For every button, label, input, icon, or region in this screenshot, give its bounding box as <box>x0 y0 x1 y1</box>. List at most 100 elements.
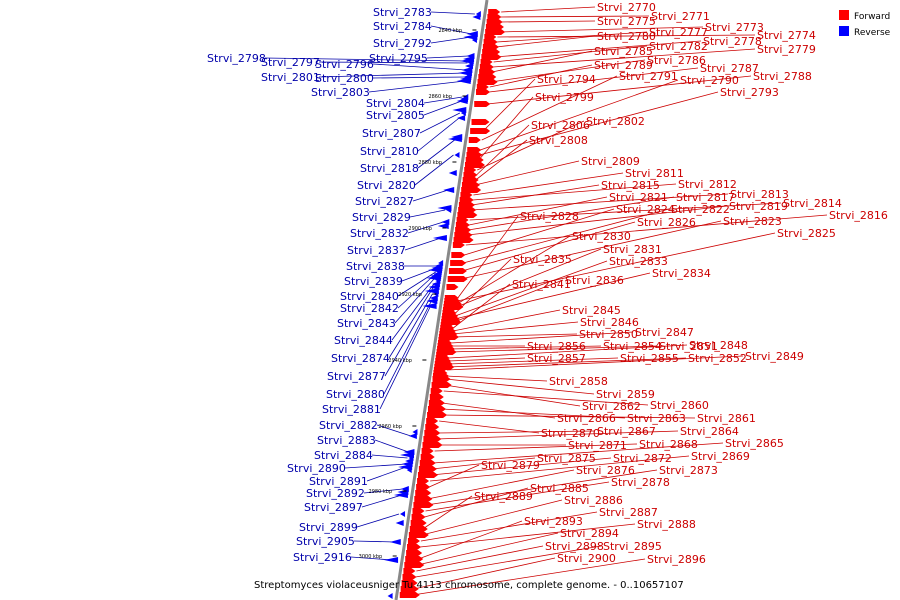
reverse-gene-label[interactable]: Strvi_2882 <box>319 419 378 432</box>
forward-gene-label[interactable]: Strvi_2819 <box>729 200 788 213</box>
forward-gene-label[interactable]: Strvi_2836 <box>565 274 624 287</box>
forward-gene-label[interactable]: Strvi_2863 <box>627 412 686 425</box>
reverse-gene-label[interactable]: Strvi_2890 <box>287 462 346 475</box>
reverse-gene-label[interactable]: Strvi_2797 <box>261 56 320 69</box>
forward-gene-label[interactable]: Strvi_2802 <box>586 115 645 128</box>
forward-gene-label[interactable]: Strvi_2866 <box>557 412 616 425</box>
reverse-gene-label[interactable]: Strvi_2916 <box>293 551 352 564</box>
forward-gene-label[interactable]: Strvi_2887 <box>599 506 658 519</box>
reverse-gene-label[interactable]: Strvi_2792 <box>373 37 432 50</box>
forward-gene-label[interactable]: Strvi_2821 <box>609 191 668 204</box>
forward-gene-label[interactable]: Strvi_2771 <box>651 10 710 23</box>
forward-gene-label[interactable]: Strvi_2872 <box>613 452 672 465</box>
reverse-gene-label[interactable]: Strvi_2844 <box>334 334 393 347</box>
reverse-gene-label[interactable]: Strvi_2839 <box>344 275 403 288</box>
forward-gene-label[interactable]: Strvi_2816 <box>829 209 888 222</box>
forward-gene-label[interactable]: Strvi_2831 <box>603 243 662 256</box>
reverse-gene-label[interactable]: Strvi_2881 <box>322 403 381 416</box>
forward-gene-label[interactable]: Strvi_2849 <box>745 350 804 363</box>
reverse-gene-label[interactable]: Strvi_2800 <box>315 72 374 85</box>
forward-gene-label[interactable]: Strvi_2856 <box>527 340 586 353</box>
reverse-gene-label[interactable]: Strvi_2807 <box>362 127 421 140</box>
reverse-gene-label[interactable]: Strvi_2832 <box>350 227 409 240</box>
reverse-gene-label[interactable]: Strvi_2905 <box>296 535 355 548</box>
forward-gene-label[interactable]: Strvi_2869 <box>691 450 750 463</box>
forward-gene-label[interactable]: Strvi_2823 <box>723 215 782 228</box>
forward-gene-label[interactable]: Strvi_2770 <box>597 1 656 14</box>
reverse-gene-label[interactable]: Strvi_2804 <box>366 97 425 110</box>
forward-gene-label[interactable]: Strvi_2858 <box>549 375 608 388</box>
forward-gene-label[interactable]: Strvi_2864 <box>680 425 739 438</box>
forward-gene-label[interactable]: Strvi_2779 <box>757 43 816 56</box>
reverse-gene-label[interactable]: Strvi_2880 <box>326 388 385 401</box>
reverse-gene-label[interactable]: Strvi_2884 <box>314 449 373 462</box>
reverse-gene-label[interactable]: Strvi_2897 <box>304 501 363 514</box>
reverse-gene-label[interactable]: Strvi_2783 <box>373 6 432 19</box>
forward-gene-label[interactable]: Strvi_2885 <box>530 482 589 495</box>
reverse-gene-label[interactable]: Strvi_2798 <box>207 52 266 65</box>
forward-gene-label[interactable]: Strvi_2895 <box>603 540 662 553</box>
forward-gene-label[interactable]: Strvi_2814 <box>783 197 842 210</box>
forward-gene-label[interactable]: Strvi_2825 <box>777 227 836 240</box>
forward-gene-label[interactable]: Strvi_2846 <box>580 316 639 329</box>
forward-gene-label[interactable]: Strvi_2861 <box>697 412 756 425</box>
forward-gene-label[interactable]: Strvi_2788 <box>753 70 812 83</box>
forward-gene-label[interactable]: Strvi_2847 <box>635 326 694 339</box>
forward-gene-label[interactable]: Strvi_2811 <box>625 167 684 180</box>
forward-gene-label[interactable]: Strvi_2824 <box>616 203 675 216</box>
forward-gene-label[interactable]: Strvi_2886 <box>564 494 623 507</box>
forward-gene-label[interactable]: Strvi_2793 <box>720 86 779 99</box>
forward-gene-label[interactable]: Strvi_2845 <box>562 304 621 317</box>
forward-gene-label[interactable]: Strvi_2878 <box>611 476 670 489</box>
forward-gene-label[interactable]: Strvi_2833 <box>609 255 668 268</box>
forward-gene-label[interactable]: Strvi_2888 <box>637 518 696 531</box>
forward-gene-label[interactable]: Strvi_2867 <box>597 425 656 438</box>
reverse-gene-label[interactable]: Strvi_2838 <box>346 260 405 273</box>
forward-gene-label[interactable]: Strvi_2789 <box>594 59 653 72</box>
forward-gene-label[interactable]: Strvi_2791 <box>619 70 678 83</box>
forward-gene-label[interactable]: Strvi_2854 <box>603 340 662 353</box>
forward-gene-label[interactable]: Strvi_2828 <box>520 210 579 223</box>
forward-gene-label[interactable]: Strvi_2876 <box>576 464 635 477</box>
forward-gene-label[interactable]: Strvi_2774 <box>757 29 816 42</box>
forward-gene-label[interactable]: Strvi_2778 <box>703 35 762 48</box>
forward-gene-label[interactable]: Strvi_2879 <box>481 459 540 472</box>
forward-gene-label[interactable]: Strvi_2812 <box>678 178 737 191</box>
reverse-gene-label[interactable]: Strvi_2891 <box>309 475 368 488</box>
forward-gene-label[interactable]: Strvi_2809 <box>581 155 640 168</box>
forward-gene-label[interactable]: Strvi_2817 <box>676 191 735 204</box>
forward-gene-label[interactable]: Strvi_2806 <box>531 119 590 132</box>
forward-gene-label[interactable]: Strvi_2841 <box>512 278 571 291</box>
forward-gene-label[interactable]: Strvi_2894 <box>560 527 619 540</box>
forward-gene-label[interactable]: Strvi_2848 <box>689 339 748 352</box>
forward-gene-label[interactable]: Strvi_2826 <box>637 216 696 229</box>
reverse-gene-label[interactable]: Strvi_2877 <box>327 370 386 383</box>
forward-gene-label[interactable]: Strvi_2799 <box>535 91 594 104</box>
reverse-gene-label[interactable]: Strvi_2818 <box>360 162 419 175</box>
reverse-gene-label[interactable]: Strvi_2842 <box>340 302 399 315</box>
forward-gene-label[interactable]: Strvi_2780 <box>597 30 656 43</box>
reverse-gene-label[interactable]: Strvi_2820 <box>357 179 416 192</box>
reverse-gene-label[interactable]: Strvi_2840 <box>340 290 399 303</box>
reverse-gene-label[interactable]: Strvi_2803 <box>311 86 370 99</box>
forward-gene-label[interactable]: Strvi_2860 <box>650 399 709 412</box>
forward-gene-label[interactable]: Strvi_2773 <box>705 21 764 34</box>
forward-gene-label[interactable]: Strvi_2873 <box>659 464 718 477</box>
forward-gene-label[interactable]: Strvi_2851 <box>659 340 718 353</box>
forward-gene-label[interactable]: Strvi_2855 <box>620 352 679 365</box>
forward-gene-label[interactable]: Strvi_2852 <box>688 352 747 365</box>
forward-gene-label[interactable]: Strvi_2889 <box>474 490 533 503</box>
forward-gene-label[interactable]: Strvi_2893 <box>524 515 583 528</box>
reverse-gene-label[interactable]: Strvi_2883 <box>317 434 376 447</box>
reverse-gene-label[interactable]: Strvi_2843 <box>337 317 396 330</box>
reverse-gene-label[interactable]: Strvi_2784 <box>373 20 432 33</box>
forward-gene-label[interactable]: Strvi_2865 <box>725 437 784 450</box>
forward-gene-label[interactable]: Strvi_2785 <box>594 45 653 58</box>
forward-gene-label[interactable]: Strvi_2813 <box>730 188 789 201</box>
forward-gene-label[interactable]: Strvi_2862 <box>582 400 641 413</box>
reverse-gene-label[interactable]: Strvi_2899 <box>299 521 358 534</box>
reverse-gene-label[interactable]: Strvi_2801 <box>261 71 320 84</box>
forward-gene-label[interactable]: Strvi_2830 <box>572 230 631 243</box>
reverse-gene-label[interactable]: Strvi_2795 <box>369 52 428 65</box>
